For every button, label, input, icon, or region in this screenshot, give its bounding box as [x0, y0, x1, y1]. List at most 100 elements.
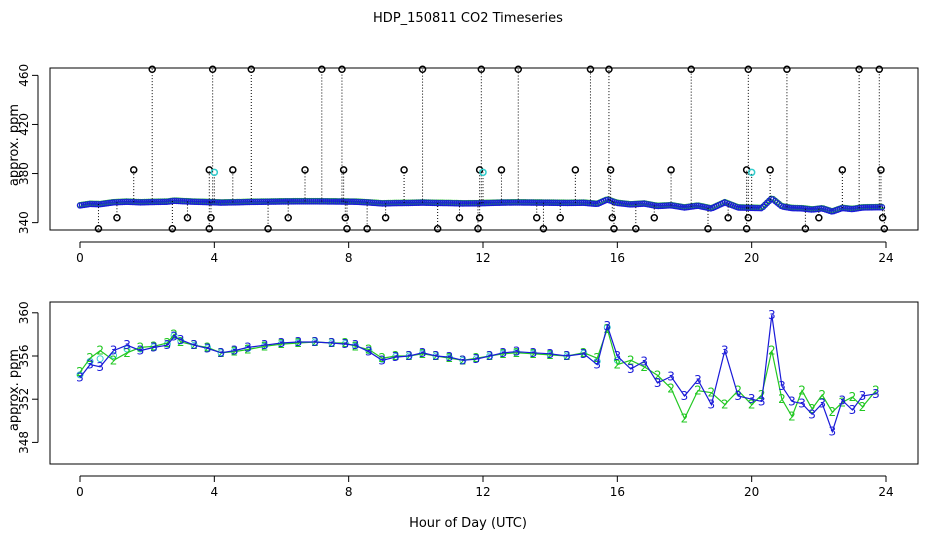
bottom-series-3-label: 3	[758, 394, 766, 408]
top-outlier-low	[815, 213, 823, 222]
top-outlier-bottom	[704, 225, 712, 233]
bottom-series-3-label: 3	[170, 330, 178, 344]
bottom-series-3-label: 3	[432, 349, 440, 363]
bottom-x-tick-label: 0	[76, 485, 84, 499]
bottom-series-3-label: 3	[499, 346, 507, 360]
bottom-series-2-label: 2	[365, 343, 373, 357]
bottom-series-2-label: 2	[352, 339, 360, 353]
top-x-tick-label: 16	[610, 251, 625, 265]
bottom-series-2-label: 2	[294, 336, 302, 350]
bottom-series-3-label: 3	[328, 336, 336, 350]
top-outlier-low	[650, 213, 659, 222]
bottom-series-2-label: 2	[667, 381, 675, 395]
bottom-series-3-label: 3	[818, 397, 826, 411]
top-outlier-mid	[229, 166, 237, 174]
bottom-series-2-label: 2	[748, 398, 756, 412]
bottom-series-2-label: 2	[627, 353, 635, 367]
top-x-tick-label: 0	[76, 251, 84, 265]
bottom-series-3-label: 3	[419, 346, 427, 360]
top-outlier-mid	[339, 166, 348, 174]
bottom-series-3-label: 3	[859, 389, 867, 403]
bottom-series-2-label: 2	[872, 384, 880, 398]
top-outlier-cyan	[210, 168, 219, 177]
top-outlier-mid	[497, 166, 506, 174]
bottom-series-2-label: 2	[593, 351, 601, 365]
bottom-series-2-label: 2	[110, 353, 118, 367]
top-outlier-high	[318, 65, 326, 73]
top-outlier-high	[605, 65, 613, 73]
bottom-series-3-label: 3	[294, 335, 302, 349]
bottom-series-2-label: 2	[640, 360, 648, 374]
top-outlier-high	[875, 65, 884, 73]
bottom-series-3-label: 3	[530, 346, 538, 360]
top-outlier-low	[341, 213, 350, 222]
bottom-series-3-label: 3	[217, 346, 225, 360]
bottom-series-2-label: 2	[788, 409, 796, 423]
bottom-series-3-label: 3	[446, 350, 454, 364]
bottom-series-2-label: 2	[828, 405, 836, 419]
bottom-series-3-label: 3	[513, 345, 521, 359]
top-outlier-high	[148, 65, 156, 73]
top-panel: 0 4 8 12 16 20 24 340 380 420 460	[17, 64, 894, 265]
bottom-x-tick-label: 8	[345, 485, 353, 499]
top-outlier-bottom	[205, 225, 214, 233]
bottom-series-3-label: 3	[563, 349, 571, 363]
top-outlier-mid	[571, 166, 580, 174]
bottom-series-3-label: 3	[788, 394, 796, 408]
top-outlier-bottom	[433, 225, 442, 233]
bottom-series-2-label: 2	[231, 345, 239, 359]
top-y-tick-label: 340	[17, 211, 31, 234]
bottom-series-2-label: 2	[798, 384, 806, 398]
top-outlier-low	[183, 213, 192, 222]
bottom-series-3-label: 3	[546, 347, 554, 361]
bottom-series-3-label: 3	[486, 349, 494, 363]
bottom-series-2-label: 2	[137, 340, 145, 354]
bottom-series-3-label: 3	[603, 319, 611, 333]
top-outlier-bottom	[343, 225, 351, 233]
top-outlier-low	[532, 213, 541, 222]
top-outlier-high	[247, 65, 256, 73]
bottom-series-2-label: 2	[849, 390, 857, 404]
bottom-series-2-label: 2	[721, 398, 729, 412]
bottom-y-tick-label: 352	[17, 388, 31, 411]
top-outlier-mid	[301, 166, 309, 174]
bottom-series-3-label: 3	[365, 345, 373, 359]
top-outlier-high	[514, 65, 523, 73]
top-outlier-bottom	[94, 225, 103, 233]
bottom-series-2-label: 2	[204, 340, 212, 354]
top-outlier-low	[381, 213, 390, 222]
bottom-x-tick-label: 16	[610, 485, 625, 499]
top-outlier-low	[113, 213, 121, 222]
bottom-series-3-label: 3	[311, 335, 319, 349]
bottom-series-2-label: 2	[278, 337, 286, 351]
bottom-x-tick-label: 4	[211, 485, 219, 499]
top-outlier-mid	[766, 166, 774, 174]
bottom-series-3-label: 3	[681, 389, 689, 403]
top-outlier-cyan	[479, 168, 487, 177]
bottom-series-3-label: 3	[667, 370, 675, 384]
top-outlier-high	[687, 65, 695, 73]
bottom-series-3-label: 3	[734, 389, 742, 403]
bottom-series-3-label: 3	[261, 338, 269, 352]
x-axis-label: Hour of Day (UTC)	[409, 516, 527, 531]
bottom-series-2-label: 2	[768, 344, 776, 358]
bottom-series-2-label: 2	[839, 395, 847, 409]
bottom-series-3-label: 3	[352, 338, 360, 352]
bottom-series-2-label: 2	[96, 344, 104, 358]
bottom-ribbon-point	[110, 351, 118, 359]
top-outlier-bottom	[742, 225, 751, 233]
top-outlier-mid	[129, 166, 138, 174]
top-outlier-high	[208, 65, 217, 73]
bottom-series-3-label: 3	[405, 349, 413, 363]
top-outlier-low	[455, 213, 464, 222]
top-outlier-low	[556, 213, 564, 222]
bottom-plot-frame	[49, 301, 919, 465]
bottom-series-3-label: 3	[459, 353, 467, 367]
bottom-series-2-label: 2	[446, 351, 454, 365]
bottom-series-3-label: 3	[798, 397, 806, 411]
top-outlier-low	[207, 213, 215, 222]
top-outlier-mid	[838, 166, 847, 174]
bottom-series-3-label: 3	[748, 392, 756, 406]
top-baseline-point	[173, 197, 180, 205]
top-baseline-point	[362, 199, 370, 206]
